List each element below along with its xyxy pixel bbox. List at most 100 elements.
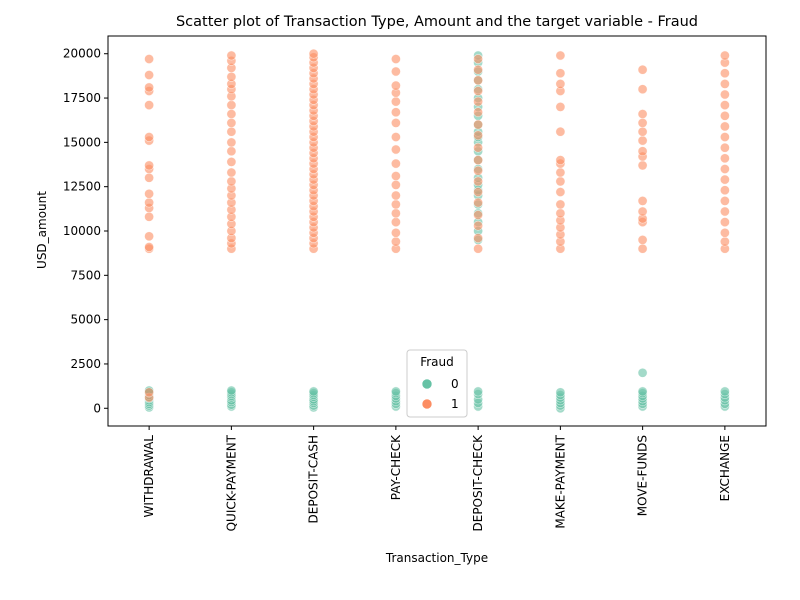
data-point xyxy=(390,54,401,64)
data-point xyxy=(720,217,730,227)
data-point xyxy=(144,172,154,183)
data-point xyxy=(720,386,730,397)
data-point xyxy=(390,236,401,247)
data-point xyxy=(390,171,401,181)
data-point xyxy=(226,100,237,110)
data-point xyxy=(390,217,401,227)
y-axis-label: USD_amount xyxy=(35,191,49,269)
x-tick-label: MAKE-PAYMENT xyxy=(553,434,567,528)
data-point xyxy=(144,54,154,64)
data-point xyxy=(555,187,566,197)
data-point xyxy=(226,176,237,187)
data-point xyxy=(720,153,730,164)
data-point xyxy=(390,66,401,77)
data-point xyxy=(555,79,566,89)
data-point xyxy=(473,96,483,107)
x-tick-label: WITHDRAWAL xyxy=(142,435,156,518)
data-point xyxy=(144,132,154,142)
data-point xyxy=(144,82,154,93)
legend-label: 1 xyxy=(451,397,459,411)
data-point xyxy=(390,118,401,128)
data-point xyxy=(637,243,648,254)
y-tick-label: 2500 xyxy=(70,357,101,371)
data-point xyxy=(637,126,648,137)
data-point xyxy=(226,118,237,128)
data-point xyxy=(637,234,648,245)
x-tick-label: PAY-CHECK xyxy=(389,434,403,500)
data-point xyxy=(390,199,401,210)
data-point xyxy=(473,165,483,176)
data-point xyxy=(555,102,566,112)
data-point xyxy=(720,174,730,185)
x-tick-label: QUICK-PAYMENT xyxy=(224,434,238,531)
data-point xyxy=(473,210,483,220)
data-point xyxy=(226,126,237,137)
data-point xyxy=(473,197,483,208)
data-point xyxy=(720,50,730,61)
data-point xyxy=(144,242,154,252)
data-point xyxy=(720,79,730,89)
y-tick-label: 12500 xyxy=(63,180,101,194)
data-point xyxy=(226,167,237,178)
data-point xyxy=(720,142,730,153)
data-point xyxy=(720,236,730,247)
data-point xyxy=(390,107,401,118)
data-point xyxy=(390,190,401,201)
legend-title: Fraud xyxy=(420,355,454,369)
data-point xyxy=(555,167,566,178)
x-tick-label: DEPOSIT-CASH xyxy=(307,435,321,523)
data-point xyxy=(390,144,401,155)
points-layer xyxy=(144,48,730,414)
data-point xyxy=(637,386,648,397)
data-point xyxy=(720,110,730,121)
legend-label: 0 xyxy=(451,377,459,391)
data-point xyxy=(555,199,566,210)
data-point xyxy=(637,64,648,75)
data-point xyxy=(720,206,730,217)
y-tick-label: 15000 xyxy=(63,135,101,149)
data-point xyxy=(144,188,154,199)
data-point xyxy=(473,187,483,197)
data-point xyxy=(226,385,237,396)
axes-layer: 0 2500 5000 7500 10000 12500 15000 17500 20000 WI… xyxy=(63,35,767,531)
data-point xyxy=(637,206,648,217)
data-point xyxy=(555,68,566,79)
y-tick-label: 10000 xyxy=(63,224,101,238)
data-point xyxy=(226,50,237,61)
chart-title: Scatter plot of Transaction Type, Amount… xyxy=(176,14,698,30)
data-point xyxy=(390,132,401,142)
data-point xyxy=(473,220,483,231)
data-point xyxy=(720,121,730,132)
data-point xyxy=(226,137,237,148)
data-point xyxy=(555,176,566,187)
data-point xyxy=(473,130,483,141)
data-point xyxy=(308,386,319,397)
data-point xyxy=(390,80,401,91)
data-point xyxy=(226,71,237,82)
data-point xyxy=(555,208,566,219)
legend-marker xyxy=(421,398,433,410)
data-point xyxy=(473,233,483,243)
legend-box xyxy=(406,349,468,418)
y-tick-label: 17500 xyxy=(63,91,101,105)
data-point xyxy=(226,109,237,119)
data-point xyxy=(390,179,401,190)
y-tick-label: 7500 xyxy=(70,268,101,282)
data-point xyxy=(720,68,730,79)
data-point xyxy=(144,70,154,80)
data-point xyxy=(555,50,566,61)
data-point xyxy=(555,155,566,165)
data-point xyxy=(473,107,483,118)
legend: Fraud 0 1 xyxy=(406,349,468,418)
data-point xyxy=(390,96,401,107)
data-point xyxy=(473,243,483,254)
data-point xyxy=(637,118,648,128)
data-point xyxy=(637,367,648,378)
data-point xyxy=(308,48,319,59)
x-tick-label: MOVE-FUNDS xyxy=(636,435,650,516)
data-point xyxy=(390,158,401,169)
y-tick-label: 5000 xyxy=(70,313,101,327)
data-point xyxy=(720,227,730,238)
data-point xyxy=(144,231,154,242)
